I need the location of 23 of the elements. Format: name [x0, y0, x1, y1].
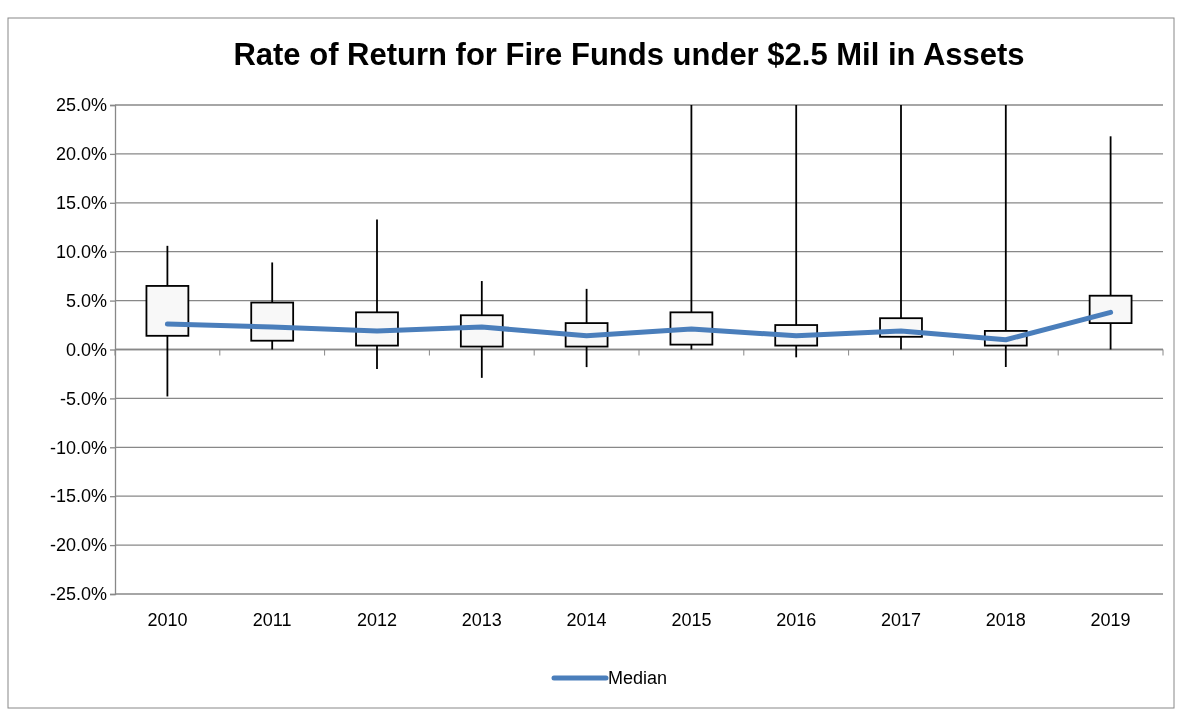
x-tick-label: 2016 [776, 609, 817, 630]
y-tick-label: 5.0% [65, 290, 107, 311]
x-tick-label: 2014 [566, 609, 607, 630]
x-tick-label: 2018 [985, 609, 1026, 630]
x-tick-label: 2019 [1090, 609, 1131, 630]
legend-label: Median [608, 668, 668, 689]
y-tick-label: -20.0% [49, 535, 107, 556]
x-tick-label: 2017 [880, 609, 922, 630]
x-tick-label: 2010 [147, 609, 188, 630]
y-tick-label: -10.0% [49, 437, 107, 458]
y-tick-label: 20.0% [55, 144, 107, 165]
x-tick-label: 2012 [356, 609, 398, 630]
x-tick-label: 2013 [461, 609, 502, 630]
y-tick-label: 0.0% [65, 339, 107, 360]
y-tick-label: -15.0% [49, 486, 107, 507]
x-tick-label: 2015 [671, 609, 712, 630]
y-tick-label: 15.0% [55, 193, 107, 214]
y-tick-label: -25.0% [49, 584, 107, 605]
x-tick-label: 2011 [252, 609, 292, 630]
y-tick-label: 10.0% [55, 241, 107, 262]
chart-title: Rate of Return for Fire Funds under $2.5 Mil in Assets [233, 37, 1025, 72]
y-tick-label: -5.0% [59, 388, 107, 409]
y-tick-label: 25.0% [55, 95, 107, 116]
